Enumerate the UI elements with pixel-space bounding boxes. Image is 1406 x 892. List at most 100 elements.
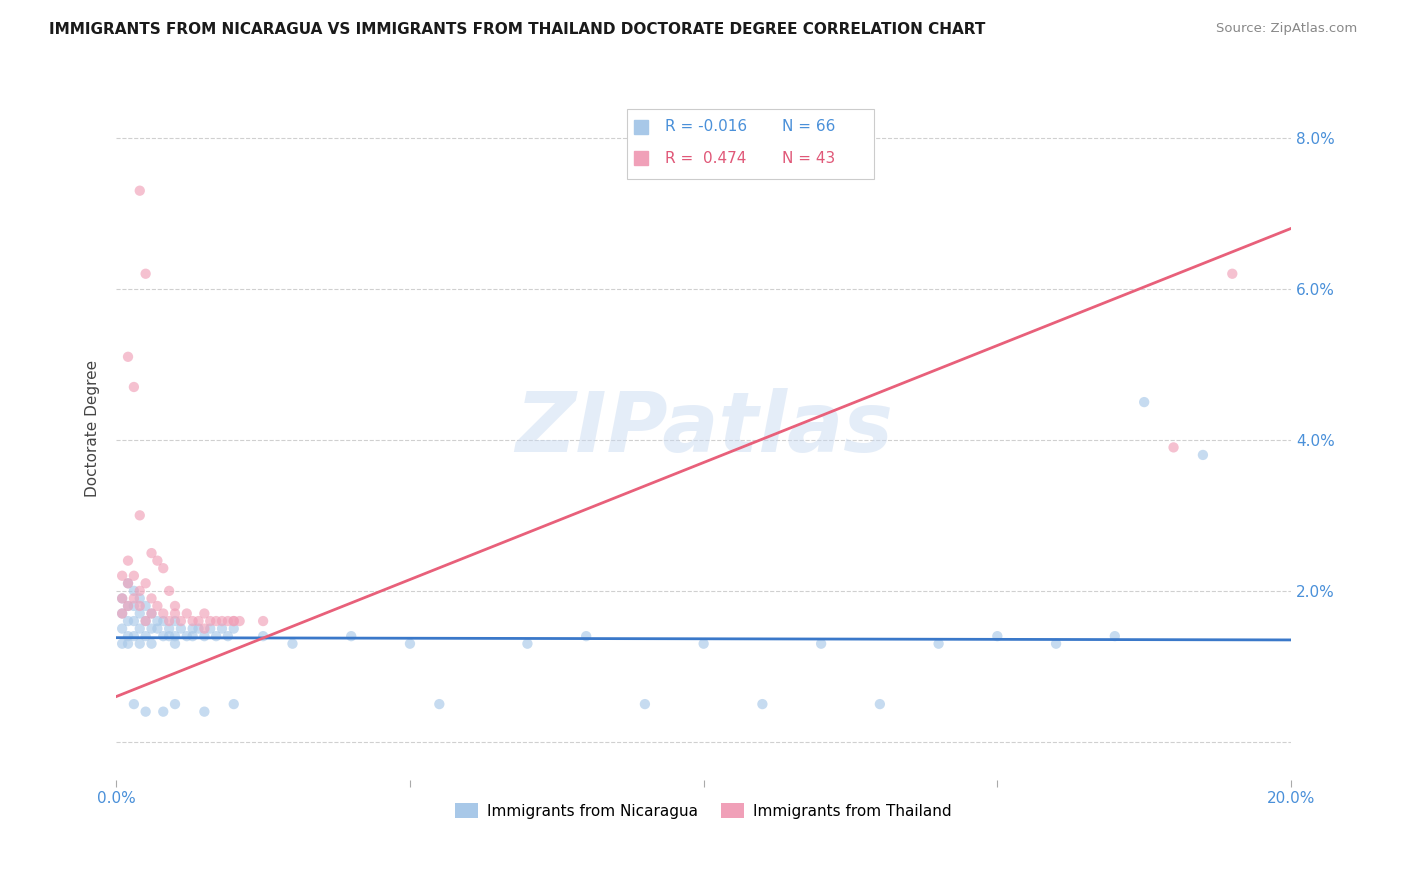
Point bbox=[181, 629, 204, 643]
Point bbox=[111, 637, 134, 651]
Point bbox=[128, 591, 150, 606]
Point bbox=[222, 622, 245, 636]
Point bbox=[141, 546, 163, 560]
Point bbox=[122, 697, 145, 711]
FancyBboxPatch shape bbox=[627, 109, 875, 179]
Point bbox=[211, 622, 233, 636]
Point bbox=[141, 607, 163, 621]
Point bbox=[152, 561, 174, 575]
Point bbox=[163, 607, 186, 621]
Point bbox=[135, 576, 157, 591]
Point bbox=[193, 607, 215, 621]
Text: R =  0.474: R = 0.474 bbox=[665, 151, 747, 166]
Point bbox=[193, 622, 215, 636]
Y-axis label: Doctorate Degree: Doctorate Degree bbox=[86, 360, 100, 497]
Point bbox=[163, 637, 186, 651]
Point bbox=[427, 697, 450, 711]
Point bbox=[928, 637, 950, 651]
Point bbox=[516, 637, 538, 651]
Point bbox=[141, 591, 163, 606]
Point bbox=[111, 622, 134, 636]
Point bbox=[117, 350, 139, 364]
Point bbox=[122, 591, 145, 606]
Point bbox=[200, 614, 222, 628]
Point bbox=[157, 583, 180, 598]
Point bbox=[117, 629, 139, 643]
Point bbox=[111, 607, 134, 621]
Point bbox=[135, 599, 157, 613]
Point bbox=[1045, 637, 1067, 651]
Point bbox=[135, 614, 157, 628]
Point bbox=[193, 705, 215, 719]
Point bbox=[128, 184, 150, 198]
Point bbox=[141, 637, 163, 651]
Point bbox=[122, 380, 145, 394]
Point bbox=[135, 629, 157, 643]
Point bbox=[181, 614, 204, 628]
Point bbox=[135, 614, 157, 628]
Point bbox=[157, 622, 180, 636]
Point bbox=[869, 697, 891, 711]
Point bbox=[122, 614, 145, 628]
Point bbox=[228, 614, 250, 628]
Point bbox=[211, 614, 233, 628]
Point bbox=[340, 629, 363, 643]
Point bbox=[122, 629, 145, 643]
Text: IMMIGRANTS FROM NICARAGUA VS IMMIGRANTS FROM THAILAND DOCTORATE DEGREE CORRELATI: IMMIGRANTS FROM NICARAGUA VS IMMIGRANTS … bbox=[49, 22, 986, 37]
Point bbox=[157, 614, 180, 628]
Point bbox=[1220, 267, 1243, 281]
Text: Source: ZipAtlas.com: Source: ZipAtlas.com bbox=[1216, 22, 1357, 36]
Point bbox=[122, 583, 145, 598]
Point bbox=[111, 591, 134, 606]
Point bbox=[163, 599, 186, 613]
Point bbox=[634, 697, 657, 711]
Point bbox=[135, 267, 157, 281]
Point bbox=[170, 614, 193, 628]
Point bbox=[217, 614, 239, 628]
Point bbox=[1192, 448, 1215, 462]
Point bbox=[986, 629, 1008, 643]
Point bbox=[128, 508, 150, 523]
Point bbox=[217, 629, 239, 643]
Legend: Immigrants from Nicaragua, Immigrants from Thailand: Immigrants from Nicaragua, Immigrants fr… bbox=[449, 797, 957, 824]
Point bbox=[281, 637, 304, 651]
Point bbox=[117, 614, 139, 628]
Point bbox=[128, 622, 150, 636]
Point bbox=[200, 622, 222, 636]
Point bbox=[575, 629, 598, 643]
Point bbox=[176, 607, 198, 621]
Point bbox=[1163, 441, 1185, 455]
Point bbox=[152, 629, 174, 643]
Point bbox=[146, 614, 169, 628]
Point bbox=[117, 599, 139, 613]
Point bbox=[187, 614, 209, 628]
Point bbox=[1104, 629, 1126, 643]
Point bbox=[141, 607, 163, 621]
Point bbox=[117, 637, 139, 651]
Point bbox=[117, 576, 139, 591]
Point bbox=[692, 637, 714, 651]
Point bbox=[181, 622, 204, 636]
Point bbox=[111, 607, 134, 621]
Point bbox=[751, 697, 773, 711]
Point bbox=[810, 637, 832, 651]
Text: ZIPatlas: ZIPatlas bbox=[515, 388, 893, 469]
Point bbox=[222, 614, 245, 628]
Point bbox=[399, 637, 422, 651]
Point bbox=[117, 599, 139, 613]
Point bbox=[152, 607, 174, 621]
Point bbox=[152, 614, 174, 628]
Point bbox=[252, 614, 274, 628]
Text: R = -0.016: R = -0.016 bbox=[665, 120, 747, 134]
Point bbox=[205, 614, 228, 628]
Point bbox=[146, 554, 169, 568]
Point bbox=[122, 568, 145, 582]
Point bbox=[117, 554, 139, 568]
Point bbox=[152, 705, 174, 719]
Point bbox=[205, 629, 228, 643]
Point bbox=[193, 629, 215, 643]
Point bbox=[163, 614, 186, 628]
Point bbox=[128, 637, 150, 651]
Point bbox=[252, 629, 274, 643]
Point bbox=[122, 599, 145, 613]
